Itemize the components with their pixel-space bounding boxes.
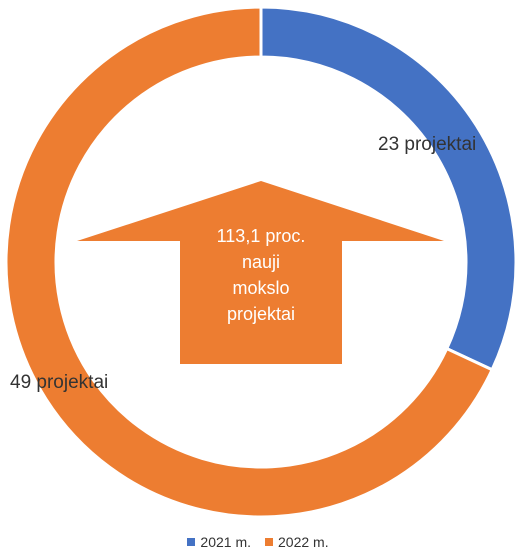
arrow-text-line-4: projektai xyxy=(227,304,295,324)
legend-item-2022: 2022 m. xyxy=(265,534,329,550)
legend-label-2022: 2022 m. xyxy=(278,534,329,550)
arrow-text-line-1: 113,1 proc. xyxy=(217,226,306,246)
chart-legend: 2021 m. 2022 m. xyxy=(0,534,516,550)
legend-label-2021: 2021 m. xyxy=(200,534,251,550)
donut-slices xyxy=(4,5,516,519)
data-label-2022: 49 projektai xyxy=(10,372,108,393)
legend-item-2021: 2021 m. xyxy=(187,534,251,550)
arrow-text-line-3: mokslo xyxy=(232,278,289,298)
arrow-text-line-2: nauji xyxy=(242,252,280,272)
legend-swatch-2021 xyxy=(187,538,196,546)
legend-swatch-2022 xyxy=(265,538,273,546)
growth-arrow-icon xyxy=(77,181,444,364)
donut-slice-2022 xyxy=(4,5,495,519)
data-label-2021: 23 projektai xyxy=(378,134,476,155)
